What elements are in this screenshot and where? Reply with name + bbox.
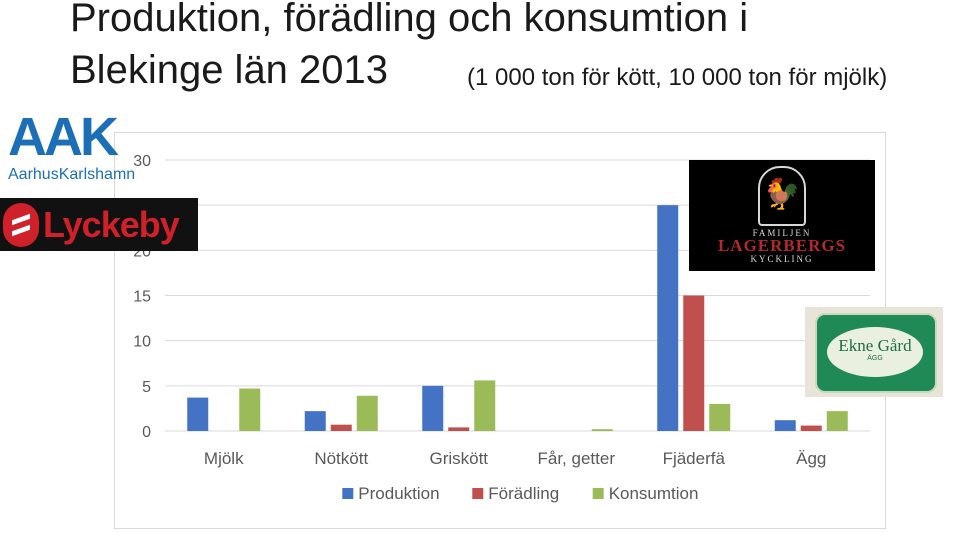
- bar-konsumtion: [356, 395, 378, 431]
- legend-swatch: [342, 488, 354, 499]
- bar-konsumtion: [474, 380, 496, 431]
- ekne-gard-label: Ekne Gård ÄGG: [827, 327, 923, 377]
- legend-label: Konsumtion: [609, 484, 699, 503]
- page-subtitle: (1 000 ton för kött, 10 000 ton för mjöl…: [467, 64, 888, 91]
- legend-swatch: [472, 488, 484, 499]
- ekne-gard-logo: Ekne Gård ÄGG: [805, 307, 943, 397]
- bar-förädling: [448, 427, 470, 431]
- x-tick-label: Får, getter: [538, 449, 616, 468]
- ekne-gard-name-text: Ekne Gård: [838, 336, 912, 355]
- bar-produktion: [304, 411, 326, 431]
- bar-produktion: [422, 385, 444, 431]
- bar-förädling: [800, 425, 822, 431]
- aak-logo: AAK AarhusKarlshamn: [8, 110, 143, 185]
- rooster-icon: 🐓: [758, 166, 806, 226]
- ekne-gard-agg-text: ÄGG: [867, 355, 883, 362]
- bar-konsumtion: [591, 429, 613, 431]
- legend-label: Produktion: [358, 484, 439, 503]
- x-tick-label: Mjölk: [204, 449, 244, 468]
- x-tick-label: Ägg: [796, 449, 826, 468]
- page-title: Produktion, förädling och konsumtion i B…: [70, 0, 748, 96]
- y-tick-label: 5: [142, 379, 151, 396]
- bar-förädling: [683, 295, 705, 431]
- aak-logo-subtext: AarhusKarlshamn: [8, 166, 136, 183]
- legend-swatch: [592, 488, 604, 499]
- lagerbergs-kyckling-text: KYCKLING: [750, 254, 814, 264]
- bar-konsumtion: [239, 388, 261, 431]
- bar-förädling: [330, 424, 352, 431]
- bar-produktion: [187, 397, 209, 431]
- bar-produktion: [657, 205, 679, 431]
- bar-produktion: [774, 420, 796, 431]
- lagerbergs-logo: 🐓 FAMILJEN LAGERBERGS KYCKLING: [689, 160, 875, 271]
- bar-konsumtion: [826, 411, 848, 431]
- lagerbergs-name-text: LAGERBERGS: [717, 236, 847, 255]
- y-tick-label: 0: [142, 424, 151, 441]
- x-tick-label: Fjäderfä: [663, 449, 726, 468]
- lyckeby-logo-text: Lyckeby: [43, 203, 180, 245]
- x-tick-label: Griskött: [429, 449, 488, 468]
- lyckeby-s-icon: [3, 202, 39, 247]
- y-tick-label: 15: [133, 289, 151, 306]
- lagerbergs-familjen-text: FAMILJEN: [752, 228, 812, 238]
- x-tick-label: Nötkött: [314, 449, 368, 468]
- y-tick-label: 10: [133, 334, 151, 351]
- aak-logo-text: AAK: [8, 107, 119, 167]
- lyckeby-logo: Lyckeby: [0, 198, 198, 251]
- bar-konsumtion: [709, 403, 731, 431]
- title-line-2: Blekinge län 2013: [70, 48, 389, 92]
- title-line-1: Produktion, förädling och konsumtion i: [70, 0, 749, 40]
- y-tick-label: 30: [133, 153, 151, 170]
- legend-label: Förädling: [488, 484, 559, 503]
